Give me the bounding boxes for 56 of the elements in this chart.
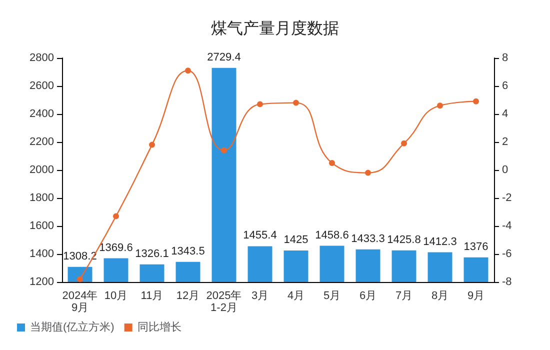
data-label: 1455.4 [243, 230, 277, 242]
point [473, 98, 479, 104]
point [401, 140, 407, 146]
data-label: 1425 [284, 234, 308, 246]
point [293, 100, 299, 106]
point [221, 147, 227, 154]
y2-tick-label: 4 [502, 108, 508, 120]
y2-tick-label: -2 [502, 192, 512, 204]
point [437, 102, 443, 109]
x-tick-label: 5月 [323, 290, 341, 302]
data-label: 1376 [464, 240, 488, 253]
chart-title: 煤气产量月度数据 [211, 20, 339, 38]
y-tick-label: 2800 [30, 52, 54, 64]
y-tick-label: 1200 [30, 276, 54, 288]
x-tick-label: 12月 [176, 290, 200, 302]
data-label: 1425.8 [387, 234, 421, 246]
y-tick-label: 1600 [30, 220, 54, 232]
y2-tick-label: 6 [502, 80, 508, 92]
legend-label: 同比增长 [137, 320, 182, 334]
x-tick-label: 9月 [467, 290, 485, 302]
x-tick-label: 7月 [395, 290, 413, 302]
data-label: 1326.1 [135, 248, 169, 260]
data-label: 1343.5 [171, 245, 205, 258]
y2-tick-label: 8 [502, 52, 508, 64]
point [113, 213, 119, 220]
data-label: 1458.6 [315, 229, 349, 242]
x-tick-label: 3月 [251, 290, 269, 302]
data-label: 2729.4 [207, 51, 241, 64]
x-tick-label: 4月 [287, 290, 305, 302]
y2-tick-label: 0 [502, 164, 508, 176]
y-tick-label: 2400 [30, 108, 54, 120]
point [329, 160, 335, 166]
x-tick-label: 11月 [140, 290, 164, 302]
y2-tick-label: -6 [502, 248, 512, 260]
y2-tick-label: 2 [502, 136, 508, 148]
point [185, 68, 191, 74]
x-tick-label: 10月 [104, 290, 128, 302]
point [257, 101, 263, 108]
x-tick-label: 8月 [431, 290, 449, 302]
data-label: 1433.3 [351, 232, 385, 245]
y-tick-label: 1400 [30, 248, 54, 260]
y-tick-label: 2000 [30, 164, 54, 176]
y2-tick-label: -4 [502, 220, 512, 232]
point [77, 276, 83, 282]
data-label: 1369.6 [99, 242, 133, 254]
x-tick-label: 2025年 1-2月 [206, 290, 242, 314]
y2-tick-label: -8 [502, 276, 512, 288]
x-tick-label: 2024年 9月 [62, 290, 98, 314]
point [149, 142, 155, 148]
point [365, 170, 371, 176]
legend-label: 当期值(亿立方米) [30, 320, 114, 334]
y-tick-label: 2200 [30, 136, 54, 148]
x-tick-label: 6月 [359, 290, 377, 302]
data-label: 1412.3 [423, 236, 457, 248]
y-tick-label: 2600 [30, 80, 54, 92]
y-tick-label: 1800 [30, 192, 54, 204]
